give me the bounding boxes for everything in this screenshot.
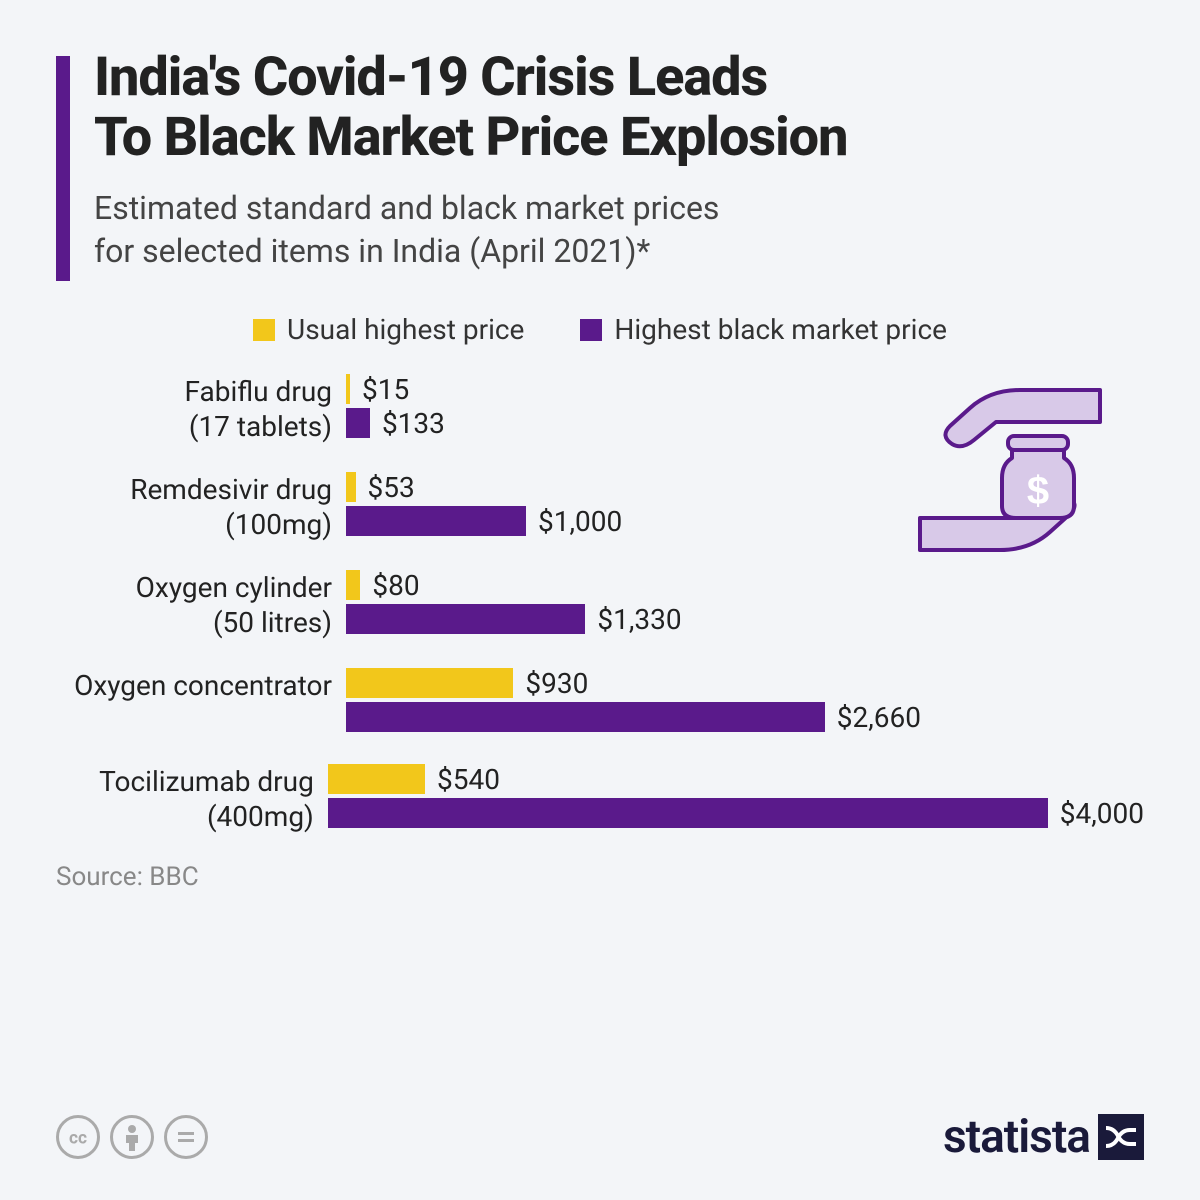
bar-black: $1,330 <box>346 604 1144 634</box>
cc-license-icons: cc <box>56 1115 208 1159</box>
bar-value: $133 <box>382 407 445 440</box>
bar <box>346 374 350 404</box>
row-label: Fabiflu drug(17 tablets) <box>56 374 346 444</box>
bar-value: $80 <box>372 569 419 602</box>
infographic-page: India's Covid-19 Crisis Leads To Black M… <box>0 0 1200 1200</box>
bar-black: $4,000 <box>328 798 1144 828</box>
bar-value: $1,330 <box>597 603 681 636</box>
chart-row: Tocilizumab drug(400mg) $540 $4,000 <box>56 764 1144 834</box>
bars: $80 $1,330 <box>346 570 1144 638</box>
bar <box>346 408 370 438</box>
subtitle-line1: Estimated standard and black market pric… <box>94 187 1144 230</box>
chart-row: Oxygen cylinder(50 litres) $80 $1,330 <box>56 570 1144 640</box>
bar-value: $2,660 <box>837 701 921 734</box>
accent-bar <box>56 56 70 281</box>
bar-value: $15 <box>362 373 409 406</box>
bar <box>346 668 513 698</box>
legend-label: Usual highest price <box>287 313 524 346</box>
legend-label: Highest black market price <box>614 313 947 346</box>
statista-logo: statista <box>943 1110 1144 1164</box>
footer: cc statista <box>56 1110 1144 1164</box>
bar <box>346 604 585 634</box>
bar <box>346 570 360 600</box>
cc-by-icon <box>110 1115 154 1159</box>
bar <box>328 798 1048 828</box>
bar-value: $930 <box>525 667 588 700</box>
cc-nd-icon <box>164 1115 208 1159</box>
legend-swatch <box>580 319 602 341</box>
bar-value: $53 <box>368 471 415 504</box>
bars: $540 $4,000 <box>328 764 1144 832</box>
legend-swatch <box>253 319 275 341</box>
page-subtitle: Estimated standard and black market pric… <box>94 187 1144 273</box>
title-line2: To Black Market Price Explosion <box>94 108 1144 168</box>
legend-item: Highest black market price <box>580 313 947 346</box>
legend: Usual highest price Highest black market … <box>56 313 1144 346</box>
page-title: India's Covid-19 Crisis Leads To Black M… <box>94 48 1144 169</box>
bar-value: $540 <box>437 763 500 796</box>
chart-row: Oxygen concentrator $930 $2,660 <box>56 668 1144 736</box>
row-label: Oxygen cylinder(50 litres) <box>56 570 346 640</box>
row-label: Remdesivir drug(100mg) <box>56 472 346 542</box>
svg-text:$: $ <box>1027 469 1049 513</box>
bar-value: $1,000 <box>538 505 622 538</box>
bar <box>346 506 526 536</box>
bars: $930 $2,660 <box>346 668 1144 736</box>
bar <box>328 764 425 794</box>
row-label: Tocilizumab drug(400mg) <box>56 764 328 834</box>
header: India's Covid-19 Crisis Leads To Black M… <box>56 48 1144 281</box>
bar-usual: $930 <box>346 668 1144 698</box>
subtitle-line2: for selected items in India (April 2021)… <box>94 230 1144 273</box>
bar <box>346 702 825 732</box>
svg-text:cc: cc <box>69 1129 87 1149</box>
bar-value: $4,000 <box>1060 797 1144 830</box>
title-line1: India's Covid-19 Crisis Leads <box>94 48 1144 108</box>
bar <box>346 472 356 502</box>
hands-money-icon: $ <box>900 360 1120 580</box>
row-label: Oxygen concentrator <box>56 668 346 703</box>
source-text: Source: BBC <box>56 862 1144 892</box>
bar-usual: $540 <box>328 764 1144 794</box>
cc-icon: cc <box>56 1115 100 1159</box>
titles: India's Covid-19 Crisis Leads To Black M… <box>94 48 1144 273</box>
bar-black: $2,660 <box>346 702 1144 732</box>
legend-item: Usual highest price <box>253 313 524 346</box>
